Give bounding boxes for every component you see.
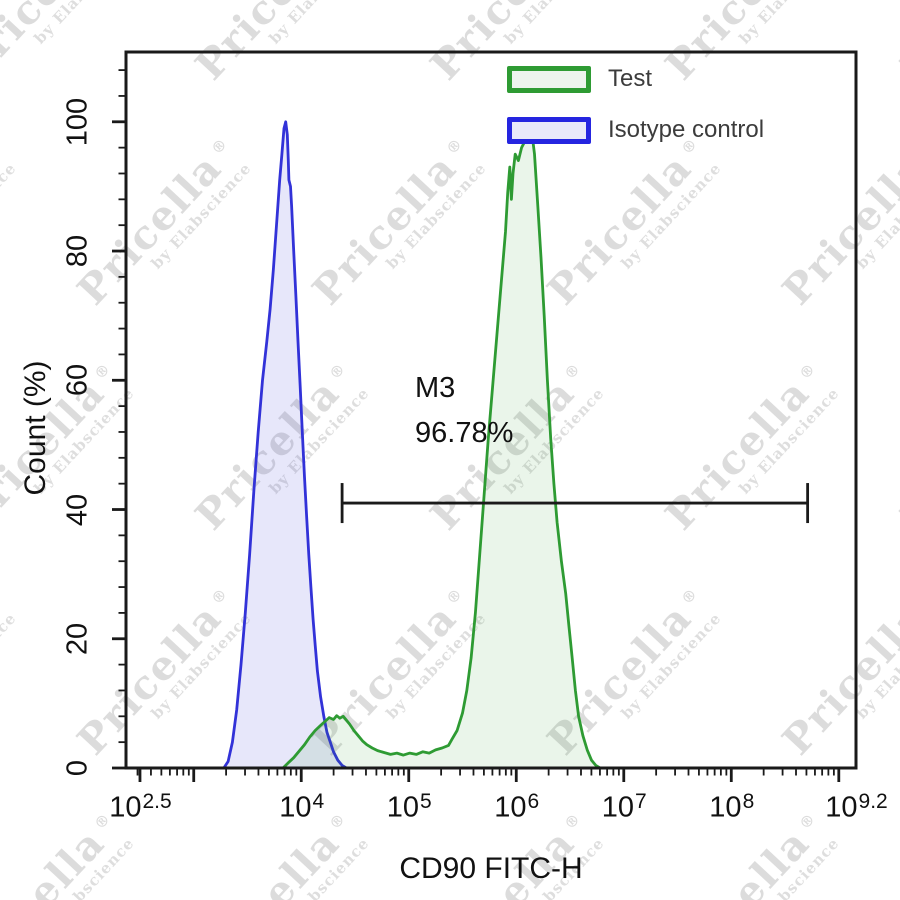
legend-label-test: Test xyxy=(608,65,653,92)
isotype-curve-fill xyxy=(223,121,347,769)
test-curve xyxy=(281,126,602,770)
test-swatch-icon xyxy=(507,65,591,93)
isotype-curve xyxy=(222,120,348,770)
plot-border xyxy=(124,50,858,770)
legend-label-isotype: Isotype control xyxy=(608,116,765,143)
legend-item-isotype: Isotype control xyxy=(507,115,764,145)
test-curve-fill xyxy=(283,128,601,769)
legend: Test Isotype control xyxy=(507,64,764,166)
isotype-swatch-icon xyxy=(507,116,591,144)
legend-item-test: Test xyxy=(507,64,764,94)
